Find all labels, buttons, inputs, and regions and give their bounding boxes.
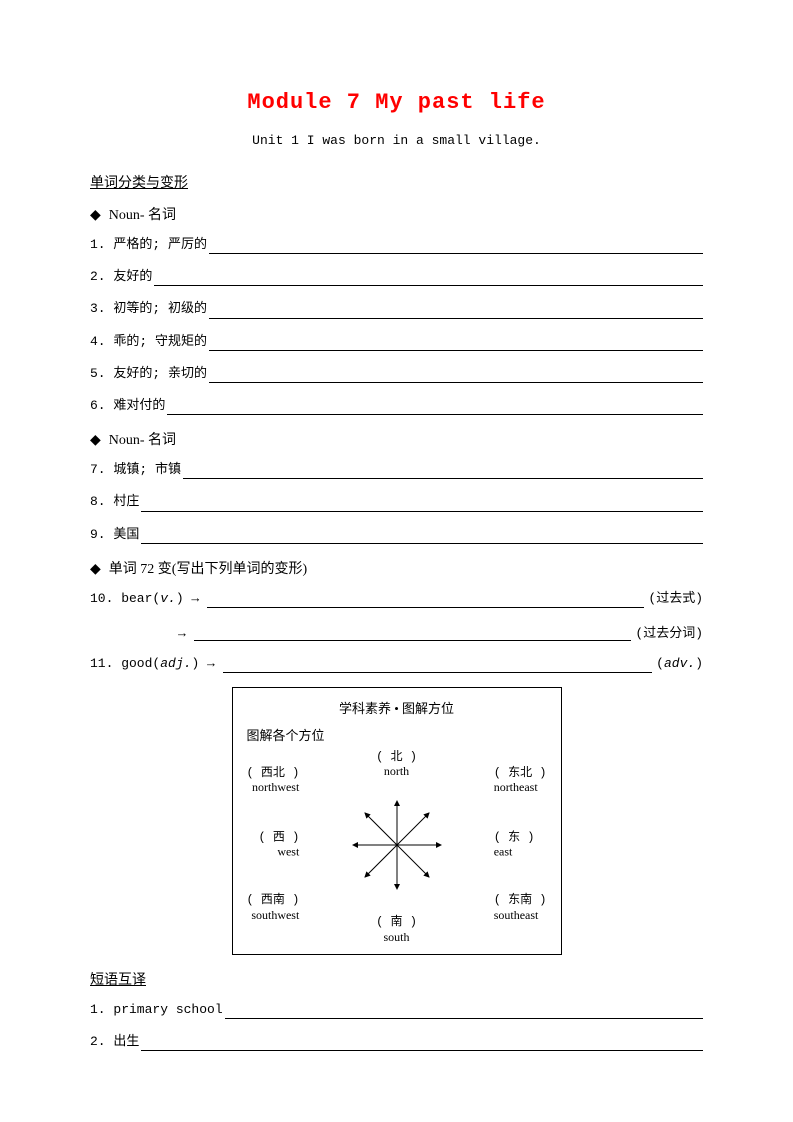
item-label: 1. primary school [90, 1001, 223, 1019]
compass-diagram-wrap: 学科素养 • 图解方位 图解各个方位 [90, 687, 703, 955]
worksheet-page: Module 7 My past life Unit 1 I was born … [0, 0, 793, 1122]
dir-south-cn: ( 南 ) [376, 915, 417, 929]
module-title: Module 7 My past life [90, 90, 703, 115]
item-label: 7. 城镇; 市镇 [90, 461, 181, 479]
item-label-prefix: 11. good( [90, 656, 160, 671]
dir-sw-en: southwest [247, 908, 300, 922]
diagram-subtitle: 图解各个方位 [247, 725, 547, 744]
item-label: 5. 友好的; 亲切的 [90, 365, 207, 383]
diamond-icon: ◆ [90, 207, 101, 224]
dir-southwest: ( 西南 ) southwest [247, 893, 300, 922]
vocab-item-2: 2. 友好的 [90, 268, 703, 286]
dir-northwest: ( 西北 ) northwest [247, 766, 300, 795]
dir-north-cn: ( 北 ) [376, 750, 417, 764]
item-label: 2. 出生 [90, 1033, 139, 1051]
phrase-item-2: 2. 出生 [90, 1033, 703, 1051]
answer-blank[interactable] [209, 304, 703, 319]
vocab-item-4: 4. 乖的; 守规矩的 [90, 333, 703, 351]
item-suffix: (过去分词) [635, 622, 703, 641]
answer-blank[interactable] [154, 271, 703, 286]
noun-bullet-1-text: Noun- 名词 [109, 208, 176, 223]
item-label: 3. 初等的; 初级的 [90, 300, 207, 318]
vocab-item-11: 11. good(adj.) → (adv.) [90, 655, 703, 673]
dir-se-cn: ( 东南 ) [494, 893, 547, 907]
item-label-close: ) → [176, 591, 199, 606]
dir-west: ( 西 ) west [259, 831, 300, 860]
vocab-item-10a: 10. bear(v.) → (过去式) [90, 590, 703, 608]
transform-bullet-text: 单词 72 变(写出下列单词的变形) [109, 562, 307, 577]
item-label: 1. 严格的; 严厉的 [90, 236, 207, 254]
vocab-item-9: 9. 美国 [90, 526, 703, 544]
dir-sw-cn: ( 西南 ) [247, 893, 300, 907]
unit-subtitle: Unit 1 I was born in a small village. [90, 133, 703, 148]
arrow-label: → [178, 626, 186, 641]
item-label: 8. 村庄 [90, 493, 139, 511]
transform-bullet: ◆ 单词 72 变(写出下列单词的变形) [90, 558, 703, 578]
item-label-close: ) → [191, 656, 214, 671]
item-label-pos: adj. [160, 656, 191, 671]
compass-icon [347, 795, 447, 895]
answer-blank[interactable] [141, 497, 703, 512]
vocab-item-1: 1. 严格的; 严厉的 [90, 236, 703, 254]
answer-blank[interactable] [225, 1004, 703, 1019]
section-heading-phrases: 短语互译 [90, 969, 703, 989]
diamond-icon: ◆ [90, 432, 101, 449]
dir-southeast: ( 东南 ) southeast [494, 893, 547, 922]
vocab-item-10b: → (过去分词) [90, 622, 703, 641]
answer-blank[interactable] [209, 368, 703, 383]
noun-bullet-2-text: Noun- 名词 [109, 433, 176, 448]
vocab-item-3: 3. 初等的; 初级的 [90, 300, 703, 318]
dir-west-cn: ( 西 ) [259, 831, 300, 845]
item-suffix-pos: adv. [664, 656, 695, 671]
noun-bullet-1: ◆ Noun- 名词 [90, 204, 703, 224]
section-heading-vocab: 单词分类与变形 [90, 172, 703, 192]
diamond-icon: ◆ [90, 561, 101, 578]
item-label-prefix: 10. bear( [90, 591, 160, 606]
dir-east-en: east [494, 845, 535, 859]
answer-blank[interactable] [207, 593, 644, 608]
item-label: 6. 难对付的 [90, 397, 165, 415]
item-label: 10. bear(v.) → [90, 590, 199, 608]
answer-blank[interactable] [141, 529, 703, 544]
dir-ne-cn: ( 东北 ) [494, 766, 547, 780]
vocab-item-7: 7. 城镇; 市镇 [90, 461, 703, 479]
vocab-item-6: 6. 难对付的 [90, 397, 703, 415]
answer-blank[interactable] [223, 658, 652, 673]
dir-north-en: north [376, 764, 417, 778]
dir-nw-en: northwest [247, 780, 300, 794]
vocab-item-5: 5. 友好的; 亲切的 [90, 365, 703, 383]
item-label: 11. good(adj.) → [90, 655, 215, 673]
diagram-title: 学科素养 • 图解方位 [247, 698, 547, 717]
dir-ne-en: northeast [494, 780, 547, 794]
item-label-pos: v. [160, 591, 176, 606]
answer-blank[interactable] [209, 239, 703, 254]
item-label: 4. 乖的; 守规矩的 [90, 333, 207, 351]
item-suffix: (adv.) [656, 655, 703, 673]
item-label: 2. 友好的 [90, 268, 152, 286]
dir-northeast: ( 东北 ) northeast [494, 766, 547, 795]
answer-blank[interactable] [183, 464, 703, 479]
vocab-item-8: 8. 村庄 [90, 493, 703, 511]
dir-south-en: south [376, 930, 417, 944]
item-suffix: (过去式) [648, 590, 703, 608]
dir-south: ( 南 ) south [376, 915, 417, 944]
compass-area: ( 北 ) north ( 南 ) south ( 东 ) east ( 西 )… [247, 750, 547, 940]
dir-west-en: west [259, 845, 300, 859]
dir-east: ( 东 ) east [494, 831, 535, 860]
compass-diagram-box: 学科素养 • 图解方位 图解各个方位 [232, 687, 562, 955]
dir-nw-cn: ( 西北 ) [247, 766, 300, 780]
answer-blank[interactable] [167, 400, 703, 415]
noun-bullet-2: ◆ Noun- 名词 [90, 429, 703, 449]
dir-north: ( 北 ) north [376, 750, 417, 779]
item-label: 9. 美国 [90, 526, 139, 544]
dir-se-en: southeast [494, 908, 547, 922]
answer-blank[interactable] [141, 1036, 703, 1051]
answer-blank[interactable] [209, 336, 703, 351]
answer-blank[interactable] [194, 626, 632, 641]
dir-east-cn: ( 东 ) [494, 831, 535, 845]
phrase-item-1: 1. primary school [90, 1001, 703, 1019]
